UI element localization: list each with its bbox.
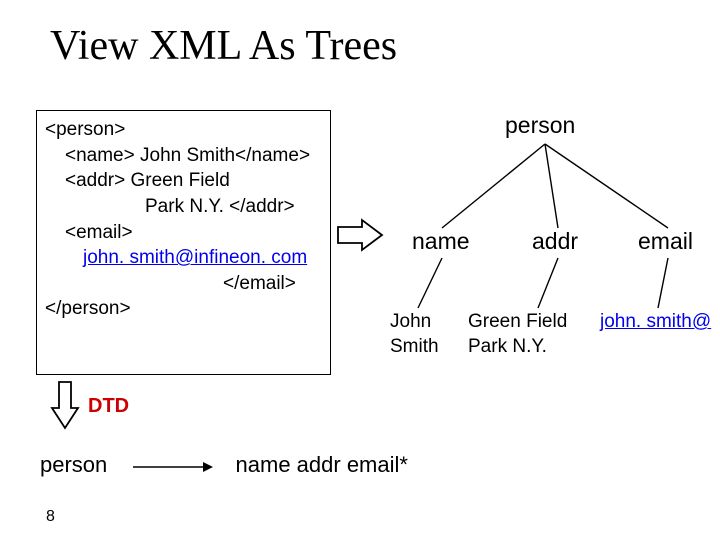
tree-diagram: person name addr email JohnSmith Green F… — [380, 108, 710, 378]
xml-code-box: <person> <name> John Smith</name> <addr>… — [36, 110, 331, 375]
tree-leaf: Green FieldPark N.Y. — [468, 310, 567, 359]
xml-line: <addr> Green Field — [45, 168, 322, 194]
dtd-label: DTD — [88, 395, 129, 418]
tree-leaf: john. smith@ — [600, 310, 711, 335]
xml-line: john. smith@infineon. com — [45, 245, 322, 271]
xml-line: Park N.Y. </addr> — [45, 194, 322, 220]
tree-node: name — [412, 228, 470, 255]
tree-node: addr — [532, 228, 578, 255]
xml-line: </person> — [45, 296, 322, 322]
grammar-rule: person name addr email* — [40, 452, 408, 479]
xml-line: <name> John Smith</name> — [45, 143, 322, 169]
xml-line: <person> — [45, 117, 322, 143]
arrow-right-long-icon — [133, 453, 213, 479]
tree-node: email — [638, 228, 693, 255]
tree-node-root: person — [505, 112, 575, 139]
xml-line: </email> — [45, 271, 322, 297]
xml-line: <email> — [45, 220, 322, 246]
arrow-down-icon — [50, 380, 80, 435]
page-number: 8 — [46, 508, 55, 526]
slide-title: View XML As Trees — [50, 22, 397, 70]
grammar-lhs: person — [40, 452, 107, 477]
email-link: john. smith@infineon. com — [83, 247, 307, 268]
grammar-rhs: name addr email* — [236, 452, 408, 477]
tree-leaf: JohnSmith — [390, 310, 439, 359]
arrow-right-icon — [336, 218, 384, 257]
